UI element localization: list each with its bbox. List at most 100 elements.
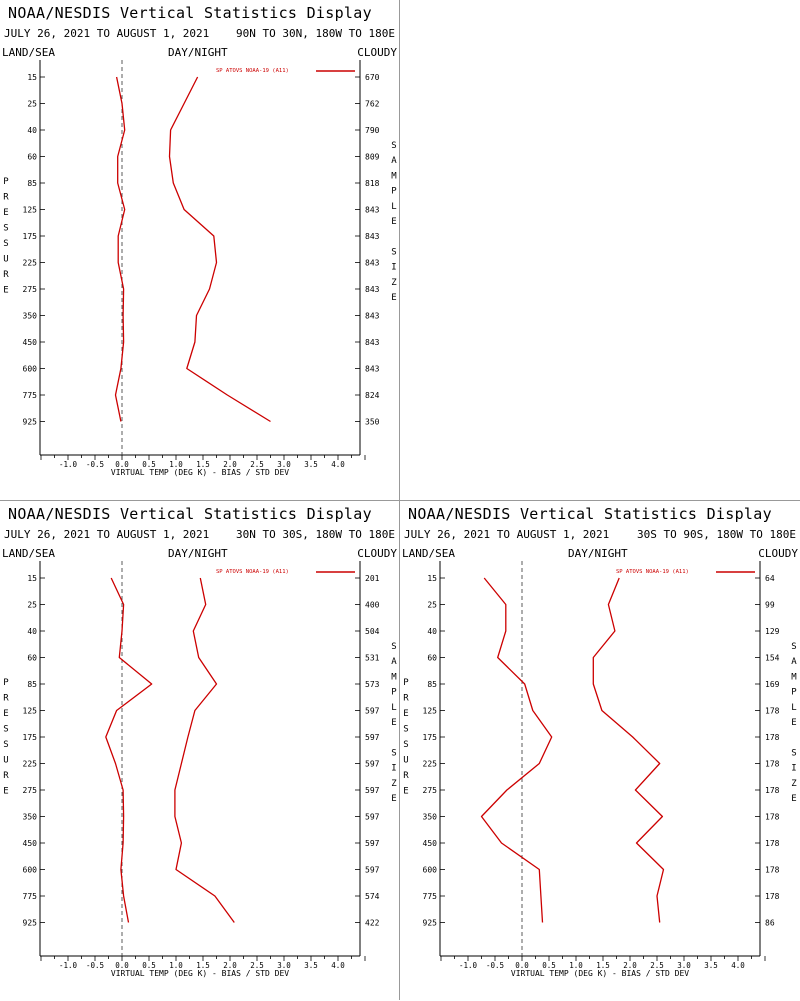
panel-title: NOAA/NESDIS Vertical Statistics Display (408, 505, 772, 523)
x-tick-label: 4.0 (331, 961, 345, 970)
pressure-level-label: 175 (23, 232, 38, 241)
x-tick-label: 2.5 (250, 961, 264, 970)
y2-axis-label-char: S (791, 642, 796, 652)
sample-size-label: 843 (365, 338, 380, 347)
pressure-level-label: 15 (427, 574, 437, 583)
x-tick-label: 2.0 (223, 961, 237, 970)
date-range: JULY 26, 2021 TO AUGUST 1, 2021 (4, 528, 210, 541)
pressure-level-label: 450 (23, 338, 38, 347)
y2-axis-label-char: P (391, 187, 397, 197)
x-tick-label: -1.0 (459, 961, 478, 970)
sample-size-label: 597 (365, 733, 380, 742)
x-tick-label: 3.0 (677, 961, 691, 970)
sample-size-label: 843 (365, 365, 380, 374)
sample-size-label: 597 (365, 707, 380, 716)
pressure-level-label: 125 (423, 707, 438, 716)
y-axis-label-char: S (3, 224, 8, 234)
pressure-level-label: 25 (427, 601, 437, 610)
sample-size-label: 531 (365, 654, 380, 663)
pressure-level-label: 350 (23, 813, 38, 822)
sample-size-label: 597 (365, 760, 380, 769)
pressure-level-label: 25 (27, 100, 37, 109)
sample-size-label: 86 (765, 919, 775, 928)
y2-axis-label-char: L (391, 202, 396, 212)
y2-axis-label-char: M (791, 672, 797, 682)
sample-size-label: 178 (765, 786, 780, 795)
y2-axis-label-char: S (391, 141, 396, 151)
legend-label: SP ATOVS NOAA-19 (A11) (616, 569, 689, 575)
pressure-level-label: 85 (427, 680, 437, 689)
sample-size-label: 597 (365, 839, 380, 848)
sample-size-label: 597 (365, 813, 380, 822)
pressure-level-label: 60 (27, 153, 37, 162)
x-axis-label: VIRTUAL TEMP (DEG K) - BIAS / STD DEV (511, 969, 689, 978)
pressure-level-label: 275 (23, 285, 38, 294)
pressure-level-label: 275 (423, 786, 438, 795)
x-tick-label: -0.5 (86, 460, 104, 469)
y-axis-label-char: U (403, 756, 408, 766)
x-tick-label: 0.5 (542, 961, 556, 970)
sample-size-label: 843 (365, 285, 380, 294)
sample-size-label: 350 (365, 418, 380, 427)
sample-size-label: 573 (365, 680, 380, 689)
x-axis-label: VIRTUAL TEMP (DEG K) - BIAS / STD DEV (111, 468, 289, 477)
pressure-level-label: 600 (23, 866, 38, 875)
day-night-label: DAY/NIGHT (168, 547, 228, 560)
sample-size-label: 400 (365, 601, 380, 610)
y-axis-label-char: S (403, 740, 408, 750)
sample-size-label: 504 (365, 627, 380, 636)
x-tick-label: 1.0 (169, 460, 183, 469)
sample-size-label: 843 (365, 312, 380, 321)
pressure-level-label: 40 (427, 627, 437, 636)
x-tick-label: 1.0 (169, 961, 183, 970)
cloudy-label: CLOUDY (357, 547, 397, 560)
sample-size-label: 64 (765, 574, 775, 583)
sample-size-label: 99 (765, 601, 775, 610)
land-sea-label: LAND/SEA (2, 547, 55, 560)
bias-series-line (114, 76, 126, 422)
panel-title: NOAA/NESDIS Vertical Statistics Display (8, 4, 372, 22)
sample-size-label: 178 (765, 707, 780, 716)
pressure-level-label: 600 (423, 866, 438, 875)
y-axis-label-char: R (3, 694, 9, 704)
pressure-level-label: 15 (27, 73, 37, 82)
y2-axis-label-char: I (791, 764, 796, 774)
y-axis-label-char: P (3, 678, 9, 688)
sample-size-label: 843 (365, 232, 380, 241)
x-tick-label: 1.5 (196, 961, 210, 970)
y-axis-label-char: E (3, 286, 8, 296)
x-tick-label: 2.0 (623, 961, 637, 970)
region-label: 30N TO 30S, 180W TO 180E (236, 528, 395, 541)
pressure-level-label: 925 (23, 919, 38, 928)
vertical-stats-chart: -1.0 -0.5 0.0 0.5 1.0 1.5 2.0 2.5 3.0 3.5 4.0 VIRTU… (403, 561, 797, 978)
pressure-level-label: 775 (23, 391, 38, 400)
chart-panel-north: NOAA/NESDIS Vertical Statistics Display … (0, 0, 400, 500)
pressure-level-label: 225 (423, 760, 438, 769)
pressure-level-label: 450 (23, 839, 38, 848)
y2-axis-label-char: S (391, 748, 396, 758)
y-axis-label-char: E (3, 787, 8, 797)
pressure-level-label: 60 (27, 654, 37, 663)
x-tick-label: -0.5 (86, 961, 104, 970)
y2-axis-label-char: E (391, 794, 396, 804)
y2-axis-label-char: L (391, 703, 396, 713)
x-tick-label: 0.5 (142, 961, 156, 970)
std-dev-series-line (174, 577, 235, 923)
x-tick-label: 0.5 (142, 460, 156, 469)
vertical-stats-chart: -1.0 -0.5 0.0 0.5 1.0 1.5 2.0 2.5 3.0 3.5 4.0 VIRTU… (3, 60, 397, 477)
y2-axis-label-char: M (391, 672, 397, 682)
y-axis-label-char: R (403, 694, 409, 704)
y2-axis-label-char: I (391, 263, 396, 273)
pressure-level-label: 350 (23, 312, 38, 321)
sample-size-label: 201 (365, 574, 380, 583)
y-axis-label-char: R (3, 771, 9, 781)
y2-axis-label-char: Z (391, 779, 397, 789)
y-axis-label-char: R (3, 193, 9, 203)
y2-axis-label-char: P (391, 688, 397, 698)
pressure-level-label: 85 (27, 179, 37, 188)
x-tick-label: -1.0 (59, 460, 78, 469)
x-tick-label: 2.0 (223, 460, 237, 469)
panel-title: NOAA/NESDIS Vertical Statistics Display (8, 505, 372, 523)
pressure-level-label: 40 (27, 627, 37, 636)
region-label: 30S TO 90S, 180W TO 180E (637, 528, 796, 541)
